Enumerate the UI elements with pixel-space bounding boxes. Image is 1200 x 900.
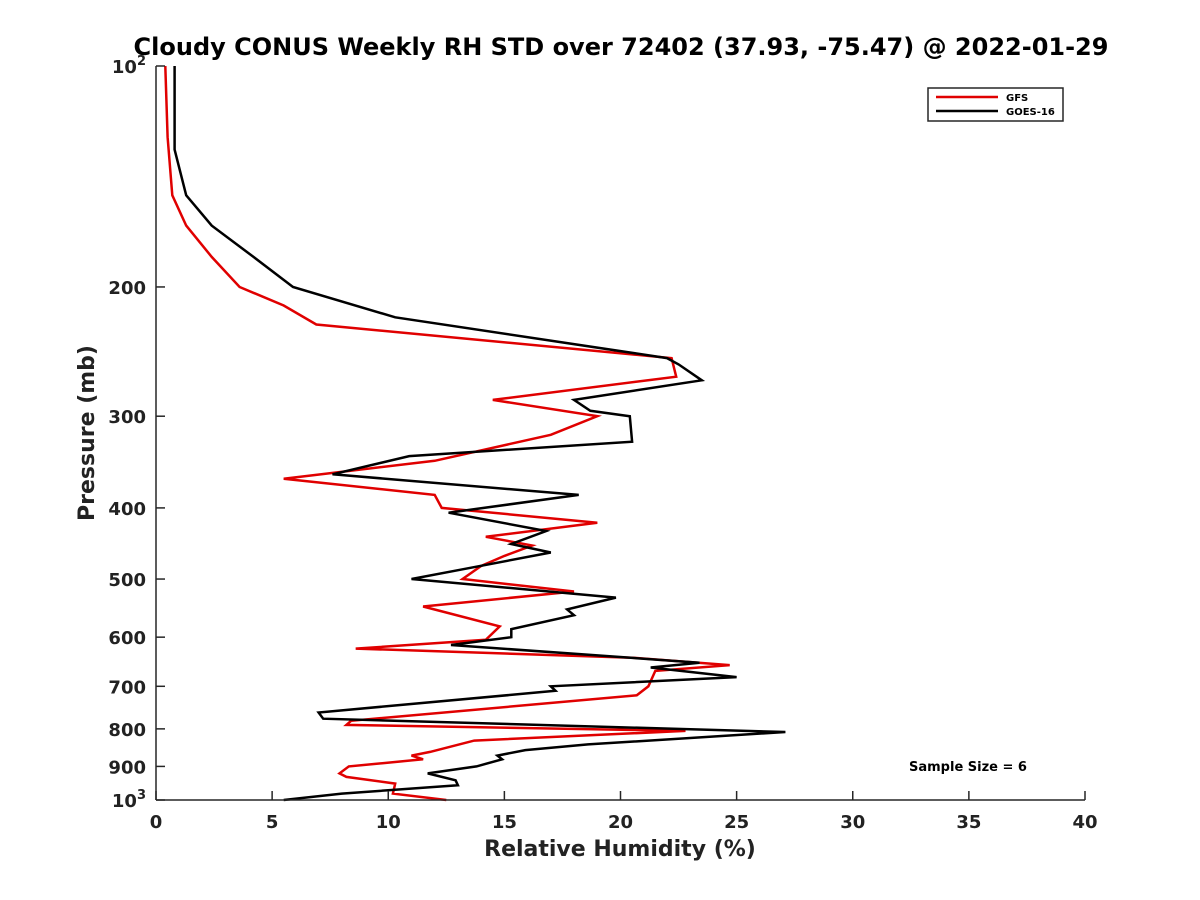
series-layer [164,65,786,802]
y-tick-label: 103 [112,788,146,812]
plot-area [156,66,1085,800]
x-tick-label: 25 [724,812,749,833]
x-tick-label: 40 [1072,812,1097,833]
legend-label-goes-16: GOES-16 [1006,107,1055,118]
y-tick-label: 400 [108,499,146,520]
legend-label-gfs: GFS [1006,93,1028,104]
x-tick-label: 20 [608,812,633,833]
x-axis-label: Relative Humidity (%) [484,837,756,862]
y-tick-label: 800 [108,720,146,741]
sample-size-annotation: Sample Size = 6 [909,760,1027,775]
y-tick-label: 500 [108,570,146,591]
series-line-gfs [164,65,730,802]
series-line-goes-16 [173,66,786,802]
x-tick-label: 10 [376,812,401,833]
x-tick-label: 0 [150,812,163,833]
chart-title: Cloudy CONUS Weekly RH STD over 72402 (3… [134,33,1109,61]
plot-background [156,66,1085,800]
y-tick-label: 300 [108,407,146,428]
x-tick-label: 30 [840,812,865,833]
y-axis-label: Pressure (mb) [75,345,100,521]
legend-box [927,87,1064,122]
y-tick-label: 900 [108,757,146,778]
x-tick-label: 5 [266,812,279,833]
x-tick-label: 15 [492,812,517,833]
y-tick-label: 200 [108,278,146,299]
y-tick-label: 102 [112,54,146,78]
x-tick-label: 35 [956,812,981,833]
legend: GFS GOES-16 [927,87,1064,122]
ticks-layer: 0 5 10 15 20 25 30 35 40 102 200 300 400 500 600 700 800… [108,54,1097,833]
y-tick-label: 600 [108,628,146,649]
y-tick-label: 700 [108,677,146,698]
